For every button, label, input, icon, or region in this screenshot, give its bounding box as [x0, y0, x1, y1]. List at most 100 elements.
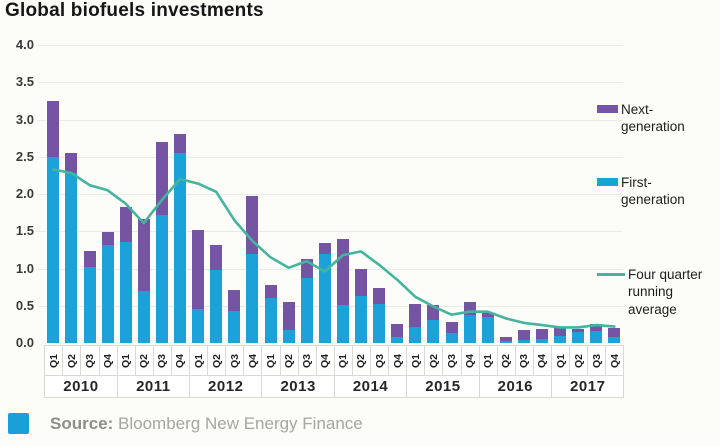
quarter-text: Q1 [264, 353, 277, 368]
quarter-text: Q4 [174, 353, 187, 368]
x-year-label: 2013 [261, 375, 335, 398]
x-quarter-label: Q3 [152, 345, 172, 376]
bar-next-generation [536, 328, 548, 339]
bar-next-generation [119, 207, 132, 243]
x-quarter-label: Q1 [333, 345, 353, 376]
x-quarter-label: Q1 [551, 345, 571, 376]
quarter-text: Q1 [482, 353, 495, 368]
quarter-text: Q4 [319, 353, 332, 368]
y-tick-label: 1.5 [15, 223, 34, 239]
bar-next-generation [463, 302, 476, 315]
x-year-label: 2015 [406, 375, 480, 398]
chart-title: Global biofuels investments [5, 0, 264, 21]
x-quarter-label: Q2 [569, 345, 589, 376]
bar-first-generation [336, 305, 349, 343]
grid-line [38, 194, 623, 195]
bar-next-generation [336, 239, 349, 305]
quarter-text: Q3 [301, 353, 314, 368]
quarter-text: Q2 [427, 353, 440, 368]
x-year-label: 2010 [44, 375, 118, 398]
quarter-text: Q1 [192, 353, 205, 368]
x-quarter-label: Q4 [315, 345, 335, 376]
legend-label: Four quarter running average [628, 267, 703, 317]
bar-next-generation [192, 229, 205, 310]
grid-line [38, 82, 623, 84]
y-tick-label: 2.0 [15, 186, 34, 201]
x-quarter-label: Q1 [478, 345, 498, 376]
legend-item-running-average: Four quarter running average [597, 266, 715, 318]
x-year-label: 2014 [333, 375, 408, 398]
x-quarter-label: Q1 [261, 345, 281, 376]
grid-line [38, 119, 623, 121]
next-generation-swatch-icon [597, 105, 618, 113]
bar-first-generation [445, 333, 458, 343]
bar-first-generation [47, 156, 60, 343]
quarter-text: Q4 [608, 353, 621, 368]
x-quarter-label: Q3 [297, 345, 317, 376]
bar-first-generation [101, 244, 114, 343]
bar-next-generation [246, 196, 259, 254]
x-quarter-label: Q4 [98, 345, 118, 376]
bar-first-generation [282, 329, 295, 343]
bar-next-generation [572, 328, 585, 332]
x-quarter-label: Q3 [514, 345, 534, 376]
bar-first-generation [246, 253, 259, 343]
bar-next-generation [554, 328, 567, 336]
x-quarter-label: Q2 [424, 345, 444, 376]
bar-next-generation [409, 303, 422, 328]
bar-first-generation [391, 337, 404, 343]
bar-first-generation [590, 331, 603, 343]
quarter-text: Q2 [283, 353, 296, 368]
x-year-label: 2017 [551, 375, 625, 398]
source-brand-icon [8, 413, 29, 434]
x-quarter-label: Q4 [170, 345, 191, 376]
bar-first-generation [463, 314, 476, 343]
x-quarter-label: Q2 [351, 345, 372, 376]
quarter-text: Q3 [590, 353, 603, 368]
x-quarter-label: Q1 [406, 345, 426, 376]
y-tick-label: 0.5 [15, 297, 34, 313]
y-tick-label: 2.5 [15, 148, 34, 164]
bar-next-generation [608, 328, 621, 338]
bar-next-generation [174, 133, 186, 153]
bar-next-generation [101, 231, 114, 245]
bar-next-generation [300, 258, 313, 279]
quarter-text: Q3 [83, 353, 96, 368]
quarter-text: Q2 [138, 353, 151, 368]
bar-first-generation [355, 296, 367, 343]
quarter-text: Q1 [337, 353, 350, 368]
bar-next-generation [155, 141, 168, 215]
quarter-text: Q2 [210, 353, 223, 368]
quarter-text: Q4 [536, 353, 549, 368]
x-year-label: 2016 [478, 375, 553, 398]
bar-next-generation [47, 100, 60, 157]
y-tick-label: 3.5 [15, 74, 34, 90]
x-year-label: 2012 [189, 375, 263, 398]
quarter-text: Q3 [518, 353, 531, 368]
bar-next-generation [373, 287, 386, 305]
x-quarter-label: Q2 [496, 345, 516, 376]
bar-next-generation [65, 153, 78, 174]
bar-next-generation [83, 250, 96, 267]
bar-next-generation [590, 324, 603, 332]
first-generation-swatch-icon [597, 178, 618, 186]
bar-first-generation [155, 214, 168, 343]
quarter-text: Q1 [554, 353, 567, 368]
bar-first-generation [228, 310, 241, 343]
bar-first-generation [499, 340, 512, 343]
bar-first-generation [427, 319, 440, 343]
quarter-text: Q3 [445, 353, 458, 368]
quarter-text: Q4 [102, 353, 115, 368]
quarter-text: Q3 [156, 353, 169, 368]
running-average-line-icon [597, 273, 625, 276]
y-tick-label: 1.0 [15, 260, 34, 276]
bar-next-generation [318, 243, 331, 254]
legend-item-next-generation: Next-generation [597, 101, 715, 136]
bar-first-generation [517, 340, 530, 343]
x-quarter-label: Q4 [388, 345, 408, 376]
bar-next-generation [210, 244, 223, 270]
legend-item-first-generation: First-generation [597, 174, 715, 209]
bar-first-generation [481, 316, 494, 343]
x-quarter-label: Q3 [225, 345, 245, 376]
